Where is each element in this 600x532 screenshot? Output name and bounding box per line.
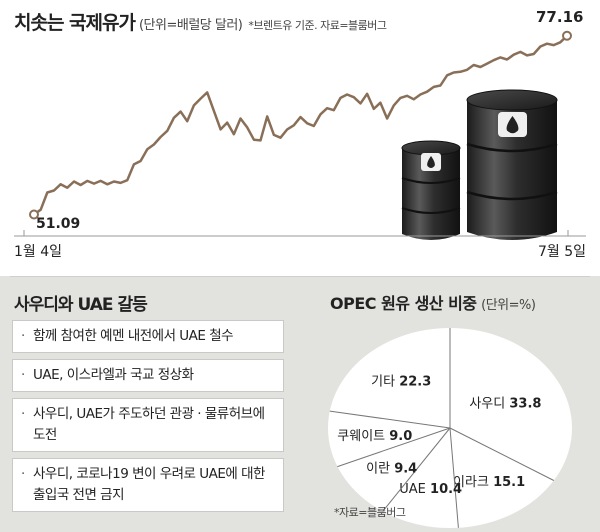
end-value-label: 77.16 bbox=[536, 8, 583, 26]
pie-slice-divider bbox=[329, 410, 451, 429]
pie-slice-label: 사우디 33.8 bbox=[469, 397, 541, 412]
pie-source-note: *자료=블룸버그 bbox=[334, 506, 406, 519]
conflict-item-text: 함께 참여한 예멘 내전에서 UAE 철수 bbox=[33, 328, 234, 344]
pie-slice-label: 쿠웨이트 9.0 bbox=[337, 429, 412, 444]
bullet-marker: · bbox=[21, 328, 25, 344]
conflict-item: · 사우디, 코로나19 변이 우려로 UAE에 대한 출입국 전면 금지 bbox=[12, 458, 284, 512]
conflict-title: 사우디와 UAE 갈등 bbox=[14, 295, 148, 315]
pie-slice-divider bbox=[382, 427, 451, 512]
pie-slice-label: UAE 10.4 bbox=[399, 482, 462, 497]
bullet-marker: · bbox=[21, 406, 25, 422]
conflict-item: · 사우디, UAE가 주도하던 관광 · 물류허브에 도전 bbox=[12, 398, 284, 452]
pie-title-text: OPEC 원유 생산 비중 bbox=[330, 294, 477, 313]
pie-slice-divider bbox=[449, 427, 555, 481]
pie-slice-divider bbox=[449, 427, 459, 528]
pie-unit: (단위=%) bbox=[481, 298, 536, 313]
start-value-label: 51.09 bbox=[36, 216, 80, 232]
pie-slice-label: 이라크 15.1 bbox=[453, 475, 525, 490]
oil-barrel-small-icon bbox=[401, 140, 461, 240]
chart-title: 치솟는 국제유가 bbox=[14, 12, 136, 34]
line-chart-svg: 1월 4일 7월 5일 51.09 77.16 bbox=[14, 8, 586, 260]
end-point-marker bbox=[562, 30, 572, 41]
bullet-marker: · bbox=[21, 367, 25, 383]
bottom-panel: 사우디와 UAE 갈등 · 함께 참여한 예멘 내전에서 UAE 철수 · UAE,… bbox=[0, 276, 600, 532]
chart-header: 치솟는 국제유가 (단위=배럴당 달러) *브렌트유 기준. 자료=블룸버그 bbox=[14, 8, 387, 35]
conflict-item-text: 사우디, UAE가 주도하던 관광 · 물류허브에 도전 bbox=[33, 406, 265, 443]
conflict-list: · 함께 참여한 예멘 내전에서 UAE 철수 · UAE, 이스라엘과 국교 정상… bbox=[12, 320, 284, 518]
pie-slice-divider bbox=[337, 427, 451, 468]
oil-price-chart: 치솟는 국제유가 (단위=배럴당 달러) *브렌트유 기준. 자료=블룸버그 bbox=[14, 8, 586, 260]
x-label-end: 7월 5일 bbox=[538, 244, 586, 260]
conflict-item-text: UAE, 이스라엘과 국교 정상화 bbox=[33, 367, 194, 383]
start-point-marker bbox=[29, 209, 39, 220]
oil-barrel-large-icon bbox=[466, 89, 558, 240]
price-series-line bbox=[33, 34, 568, 216]
chart-source-note: *브렌트유 기준. 자료=블룸버그 bbox=[248, 19, 387, 32]
conflict-item: · 함께 참여한 예멘 내전에서 UAE 철수 bbox=[12, 320, 284, 353]
bullet-marker: · bbox=[21, 466, 25, 482]
pie-slice-label: 이란 9.4 bbox=[366, 462, 417, 477]
conflict-item-text: 사우디, 코로나19 변이 우려로 UAE에 대한 출입국 전면 금지 bbox=[33, 466, 265, 503]
chart-unit: (단위=배럴당 달러) bbox=[138, 18, 243, 33]
conflict-item: · UAE, 이스라엘과 국교 정상화 bbox=[12, 359, 284, 392]
pie-title: OPEC 원유 생산 비중 (단위=%) bbox=[330, 290, 536, 314]
x-label-start: 1월 4일 bbox=[14, 244, 62, 260]
pie-slice-label: 기타 22.3 bbox=[371, 375, 431, 390]
